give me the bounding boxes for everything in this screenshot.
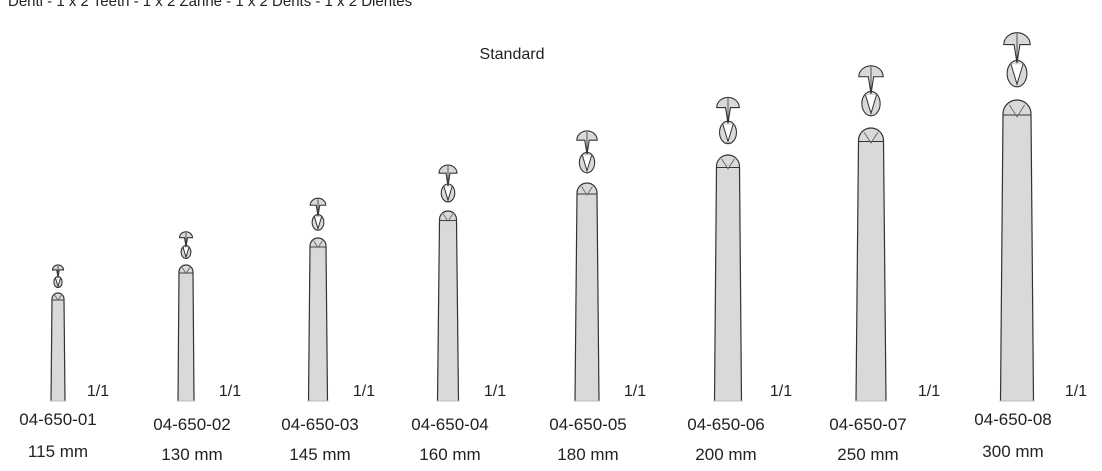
tip-teeth-mark xyxy=(721,158,735,170)
instrument-2: 1/1 04-650-02 130 mm xyxy=(153,231,241,464)
product-code: 04-650-07 xyxy=(829,415,907,434)
tip-teeth-mark xyxy=(54,294,62,302)
instrument-shaft xyxy=(574,182,600,402)
tip-teeth-mark xyxy=(1008,104,1026,118)
scale-label: 1/1 xyxy=(770,383,792,400)
instrument-group: 1/1 04-650-01 115 mm 1/1 04-650-02 130 mm 1/1 0… xyxy=(19,32,1087,464)
product-code: 04-650-01 xyxy=(19,410,97,429)
scale-label: 1/1 xyxy=(353,383,375,400)
product-code: 04-650-03 xyxy=(281,415,359,434)
instrument-8: 1/1 04-650-08 300 mm xyxy=(974,32,1087,461)
variant-label: Standard xyxy=(480,46,545,63)
instrument-length: 180 mm xyxy=(557,445,618,464)
detail-front-teeth xyxy=(314,216,322,231)
instrument-shaft xyxy=(999,99,1035,402)
scale-label: 1/1 xyxy=(918,383,940,400)
product-code: 04-650-08 xyxy=(974,410,1052,429)
teeth-description: Denti - 1 x 2 Teeth - 1 x 2 Zähne - 1 x … xyxy=(8,0,412,10)
instrument-length: 300 mm xyxy=(982,442,1043,461)
product-code: 04-650-05 xyxy=(549,415,627,434)
instrument-3: 1/1 04-650-03 145 mm xyxy=(281,197,375,464)
detail-front-teeth xyxy=(1010,64,1024,86)
scale-label: 1/1 xyxy=(87,383,109,400)
instrument-shaft xyxy=(713,154,743,402)
scale-label: 1/1 xyxy=(1065,383,1087,400)
instrument-1: 1/1 04-650-01 115 mm xyxy=(19,264,109,461)
detail-front-teeth xyxy=(55,278,61,289)
product-code: 04-650-06 xyxy=(687,415,765,434)
detail-front-teeth xyxy=(865,94,877,116)
instrument-length: 160 mm xyxy=(419,445,480,464)
instrument-5: 1/1 04-650-05 180 mm xyxy=(549,130,646,464)
instrument-7: 1/1 04-650-07 250 mm xyxy=(829,65,940,464)
instrument-length: 250 mm xyxy=(837,445,898,464)
instrument-length: 130 mm xyxy=(161,445,222,464)
tip-teeth-mark xyxy=(313,240,323,249)
instrument-length: 115 mm xyxy=(28,442,88,461)
instrument-shaft xyxy=(177,264,195,402)
instrument-shaft xyxy=(307,237,329,402)
tip-teeth-mark xyxy=(863,132,879,144)
scale-label: 1/1 xyxy=(219,383,241,400)
tip-teeth-mark xyxy=(181,267,191,275)
detail-front-teeth xyxy=(722,124,734,144)
instrument-4: 1/1 04-650-04 160 mm xyxy=(411,164,506,464)
tip-teeth-mark xyxy=(581,186,593,196)
instrument-shaft xyxy=(436,210,460,402)
instrument-shaft xyxy=(855,127,887,402)
instrument-shaft xyxy=(50,292,66,402)
product-code: 04-650-02 xyxy=(153,415,231,434)
instrument-6: 1/1 04-650-06 200 mm xyxy=(687,96,792,464)
detail-front-teeth xyxy=(182,247,190,259)
instrument-length: 145 mm xyxy=(289,445,350,464)
product-code: 04-650-04 xyxy=(411,415,489,434)
scale-label: 1/1 xyxy=(624,383,646,400)
scale-label: 1/1 xyxy=(484,383,506,400)
tip-teeth-mark xyxy=(442,213,454,223)
detail-front-teeth xyxy=(443,186,453,202)
instrument-length: 200 mm xyxy=(695,445,756,464)
detail-front-teeth xyxy=(581,155,593,173)
